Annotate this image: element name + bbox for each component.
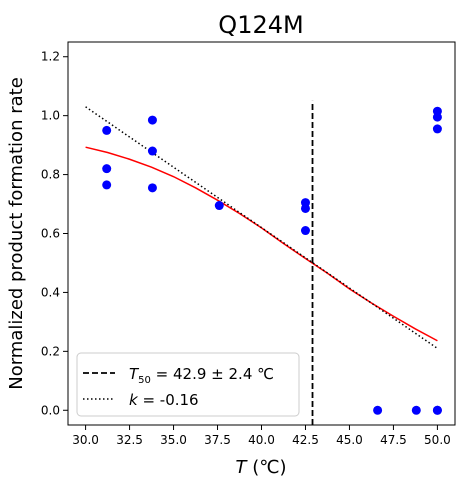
- y-tick-label: 0.0: [41, 403, 60, 417]
- x-axis-label: T (℃): [236, 457, 287, 478]
- data-point: [300, 203, 310, 213]
- legend-slope-symbol: k: [129, 391, 139, 409]
- data-point: [214, 201, 224, 211]
- x-tick-label: 35.0: [160, 433, 187, 447]
- y-axis-ticks: 0.0 0.2 0.4 0.6 0.8 1.0 1.2: [41, 50, 68, 417]
- data-point: [102, 164, 112, 174]
- x-tick-label: 42.5: [292, 433, 319, 447]
- data-point: [102, 125, 112, 135]
- data-point: [102, 180, 112, 190]
- chart-title: Q124M: [218, 11, 303, 39]
- y-tick-label: 0.2: [41, 344, 60, 358]
- data-point: [432, 405, 442, 415]
- y-tick-label: 0.8: [41, 168, 60, 182]
- data-point: [432, 124, 442, 134]
- x-tick-label: 32.5: [116, 433, 143, 447]
- legend-slope-value: = -0.16: [138, 391, 199, 409]
- slope-line: [85, 106, 438, 350]
- x-axis-unit: (℃): [247, 457, 287, 478]
- y-tick-label: 1.0: [41, 109, 60, 123]
- legend-slope-label: k = -0.16: [129, 391, 199, 409]
- legend-t50-symbol: T: [129, 365, 140, 383]
- data-point: [147, 146, 157, 156]
- legend: T50 = 42.9 ± 2.4 ℃ k = -0.16: [76, 352, 300, 417]
- legend-t50-subscript: 50: [138, 375, 151, 386]
- fit-lines: [85, 100, 438, 425]
- data-point: [300, 226, 310, 236]
- data-points: [102, 106, 442, 415]
- x-tick-label: 37.5: [204, 433, 231, 447]
- data-point: [411, 405, 421, 415]
- x-axis-symbol: T: [236, 457, 249, 478]
- y-tick-label: 0.4: [41, 285, 60, 299]
- y-axis-label: Normalized product formation rate: [6, 77, 27, 390]
- data-point: [147, 183, 157, 193]
- x-tick-label: 30.0: [72, 433, 99, 447]
- data-point: [432, 112, 442, 122]
- data-point: [373, 405, 383, 415]
- sigmoid-fit-line: [85, 146, 438, 342]
- x-tick-label: 47.5: [380, 433, 407, 447]
- x-axis-ticks: 30.0 32.5 35.0 37.5 40.0 42.5 45.0 47.5 50.0: [72, 425, 451, 447]
- y-tick-label: 0.6: [41, 227, 60, 241]
- x-tick-label: 50.0: [424, 433, 451, 447]
- x-tick-label: 40.0: [248, 433, 275, 447]
- y-tick-label: 1.2: [41, 50, 60, 64]
- legend-t50-value: = 42.9 ± 2.4 ℃: [151, 365, 274, 383]
- data-point: [147, 115, 157, 125]
- x-tick-label: 45.0: [336, 433, 363, 447]
- legend-t50-label: T50 = 42.9 ± 2.4 ℃: [129, 365, 274, 386]
- legend-box: [76, 352, 300, 417]
